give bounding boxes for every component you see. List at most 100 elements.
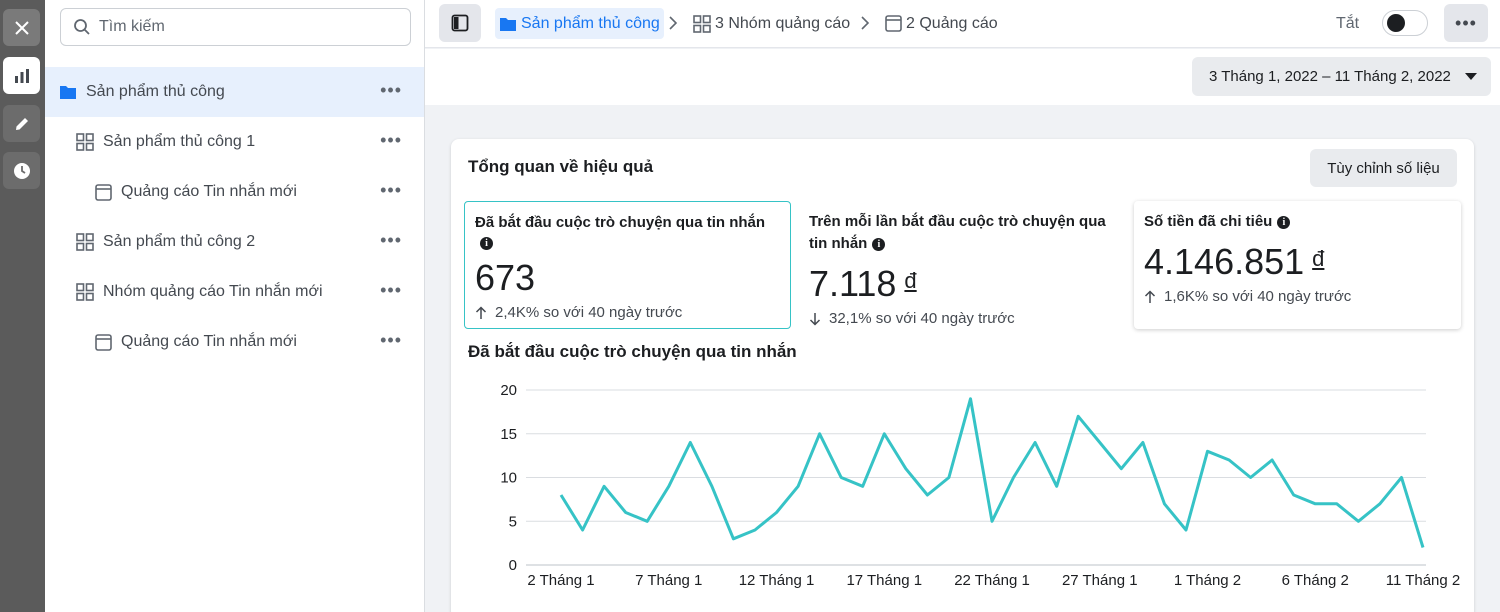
breadcrumb-ads[interactable]: 2 Quảng cáo bbox=[881, 8, 1002, 39]
tree-item-adset[interactable]: Sản phẩm thủ công 2 ••• bbox=[45, 217, 424, 267]
date-bar: 3 Tháng 1, 2022 – 11 Tháng 2, 2022 bbox=[425, 49, 1500, 105]
data-point[interactable] bbox=[1245, 472, 1257, 484]
data-point[interactable] bbox=[684, 437, 696, 449]
data-point[interactable] bbox=[1266, 454, 1278, 466]
search-box[interactable] bbox=[60, 8, 411, 46]
grid-icon bbox=[76, 233, 94, 251]
more-icon[interactable]: ••• bbox=[380, 180, 402, 200]
data-point[interactable] bbox=[555, 489, 567, 501]
metric-change: 2,4K% so với 40 ngày trước bbox=[475, 304, 780, 321]
data-point[interactable] bbox=[1202, 445, 1214, 457]
data-point[interactable] bbox=[900, 463, 912, 475]
info-icon[interactable]: i bbox=[480, 237, 493, 250]
info-icon[interactable]: i bbox=[872, 238, 886, 251]
data-point[interactable] bbox=[921, 489, 933, 501]
tree-item-ad[interactable]: Quảng cáo Tin nhắn mới ••• bbox=[45, 317, 424, 367]
metric-change-text: 2,4K% so với 40 ngày trước bbox=[495, 304, 683, 321]
data-point[interactable] bbox=[792, 480, 804, 492]
currency-symbol: đ bbox=[904, 268, 917, 293]
data-point[interactable] bbox=[577, 524, 589, 536]
sidebar-icon bbox=[451, 14, 469, 32]
data-point[interactable] bbox=[1374, 498, 1386, 510]
data-point[interactable] bbox=[986, 515, 998, 527]
data-point[interactable] bbox=[1029, 437, 1041, 449]
data-point[interactable] bbox=[1395, 472, 1407, 484]
info-icon[interactable]: i bbox=[1277, 216, 1291, 229]
more-icon[interactable]: ••• bbox=[380, 330, 402, 350]
more-icon[interactable]: ••• bbox=[380, 280, 402, 300]
currency-symbol: đ bbox=[1312, 246, 1325, 271]
date-range-picker[interactable]: 3 Tháng 1, 2022 – 11 Tháng 2, 2022 bbox=[1192, 57, 1491, 96]
data-point[interactable] bbox=[1115, 463, 1127, 475]
data-point[interactable] bbox=[1094, 437, 1106, 449]
metric-value: 673 bbox=[475, 258, 780, 298]
arrow-up-icon bbox=[475, 305, 487, 319]
data-point[interactable] bbox=[598, 480, 610, 492]
toggle-label: Tắt bbox=[1336, 15, 1360, 32]
close-button[interactable] bbox=[3, 9, 40, 46]
pencil-icon bbox=[15, 117, 28, 130]
more-icon[interactable]: ••• bbox=[380, 130, 402, 150]
data-point[interactable] bbox=[814, 428, 826, 440]
more-icon[interactable]: ••• bbox=[380, 80, 402, 100]
data-point[interactable] bbox=[1331, 498, 1343, 510]
data-point[interactable] bbox=[1158, 498, 1170, 510]
data-point[interactable] bbox=[878, 428, 890, 440]
edit-button[interactable] bbox=[3, 105, 40, 142]
x-tick-label: 1 Tháng 2 bbox=[1174, 572, 1241, 589]
data-point[interactable] bbox=[1137, 437, 1149, 449]
metric-change-text: 1,6K% so với 40 ngày trước bbox=[1164, 288, 1352, 305]
data-point[interactable] bbox=[1309, 498, 1321, 510]
data-point[interactable] bbox=[663, 480, 675, 492]
x-tick-label: 7 Tháng 1 bbox=[635, 572, 702, 589]
insights-button[interactable] bbox=[3, 57, 40, 94]
arrow-up-icon bbox=[1144, 289, 1156, 303]
caret-down-icon bbox=[1465, 73, 1477, 80]
data-point[interactable] bbox=[1072, 410, 1084, 422]
data-point[interactable] bbox=[620, 507, 632, 519]
x-tick-label: 27 Tháng 1 bbox=[1062, 572, 1138, 589]
metric-card-conversations[interactable]: Đã bắt đầu cuộc trò chuyện qua tin nhắn i… bbox=[464, 201, 791, 329]
toggle-knob bbox=[1387, 14, 1405, 32]
clock-icon bbox=[13, 162, 30, 179]
data-point[interactable] bbox=[964, 393, 976, 405]
data-point[interactable] bbox=[857, 480, 869, 492]
data-point[interactable] bbox=[771, 507, 783, 519]
data-point[interactable] bbox=[749, 524, 761, 536]
history-button[interactable] bbox=[3, 152, 40, 189]
data-point[interactable] bbox=[1352, 515, 1364, 527]
data-point[interactable] bbox=[1288, 489, 1300, 501]
customize-metrics-button[interactable]: Tùy chỉnh số liệu bbox=[1310, 149, 1457, 187]
metric-card-amount-spent[interactable]: Số tiền đã chi tiêu i 4.146.851 đ 1,6K% so… bbox=[1134, 201, 1461, 329]
on-off-toggle[interactable] bbox=[1382, 10, 1428, 36]
x-tick-label: 2 Tháng 1 bbox=[527, 572, 594, 589]
more-options-button[interactable]: ••• bbox=[1444, 4, 1488, 42]
metric-value: 4.146.851 đ bbox=[1144, 239, 1451, 282]
search-input[interactable] bbox=[99, 18, 399, 36]
data-point[interactable] bbox=[1008, 472, 1020, 484]
breadcrumb-campaign[interactable]: Sản phẩm thủ công bbox=[495, 8, 664, 39]
tree-item-campaign[interactable]: Sản phẩm thủ công ••• bbox=[45, 67, 424, 117]
tree-item-adset[interactable]: Nhóm quảng cáo Tin nhắn mới ••• bbox=[45, 267, 424, 317]
more-icon: ••• bbox=[1455, 12, 1477, 33]
data-point[interactable] bbox=[1180, 524, 1192, 536]
data-point[interactable] bbox=[1223, 454, 1235, 466]
tree-item-adset[interactable]: Sản phẩm thủ công 1 ••• bbox=[45, 117, 424, 167]
more-icon[interactable]: ••• bbox=[380, 230, 402, 250]
breadcrumb-adsets[interactable]: 3 Nhóm quảng cáo bbox=[689, 8, 854, 39]
data-point[interactable] bbox=[1051, 480, 1063, 492]
data-point[interactable] bbox=[641, 515, 653, 527]
arrow-down-icon bbox=[809, 312, 821, 326]
data-point[interactable] bbox=[1417, 542, 1429, 554]
data-point[interactable] bbox=[835, 472, 847, 484]
data-point[interactable] bbox=[706, 480, 718, 492]
data-point[interactable] bbox=[727, 533, 739, 545]
data-point[interactable] bbox=[943, 472, 955, 484]
metric-card-cost-per-conversation[interactable]: Trên mỗi lần bắt đầu cuộc trò chuyện qua… bbox=[799, 201, 1129, 329]
close-icon bbox=[14, 20, 29, 35]
campaign-tree-panel: Sản phẩm thủ công ••• Sản phẩm thủ công … bbox=[45, 0, 425, 612]
folder-icon bbox=[499, 16, 517, 32]
toggle-panel-button[interactable] bbox=[439, 4, 481, 42]
card-title: Tổng quan về hiệu quả bbox=[468, 157, 654, 176]
tree-item-ad[interactable]: Quảng cáo Tin nhắn mới ••• bbox=[45, 167, 424, 217]
